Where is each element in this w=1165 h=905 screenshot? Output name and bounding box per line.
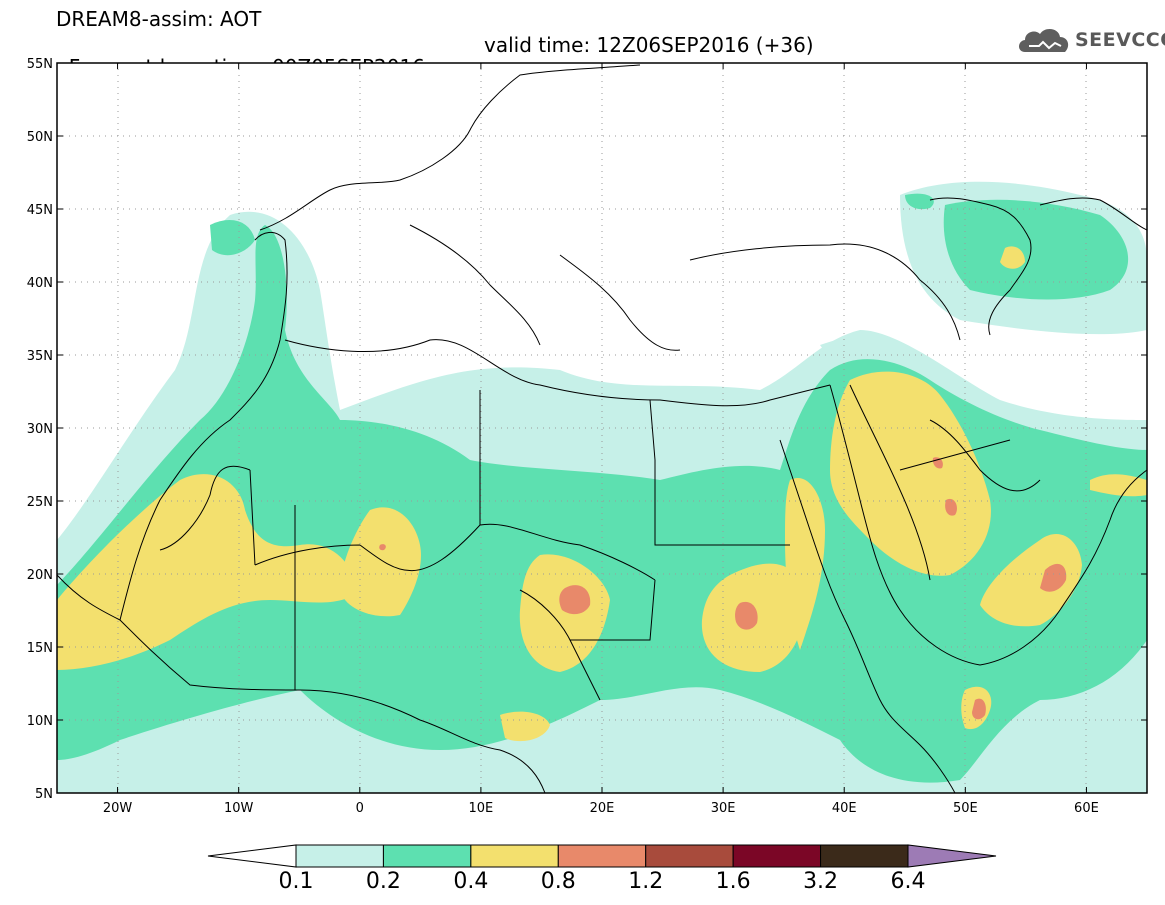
- lon-tick-label: 0: [356, 801, 364, 816]
- colorbar-bin: [295, 844, 384, 868]
- lat-tick-label: 40N: [27, 276, 53, 291]
- colorbar-label: 0.2: [365, 869, 401, 894]
- colorbar-label: 1.6: [715, 869, 751, 894]
- colorbar-label: 0.4: [453, 869, 489, 894]
- lat-tick-label: 5N: [35, 787, 53, 802]
- lat-tick-label: 15N: [27, 641, 53, 656]
- lat-tick-labels: 55N 50N 45N 40N 35N 30N 25N 20N 15N 10N 5N: [27, 57, 53, 802]
- lon-tick-label: 10W: [224, 801, 254, 816]
- axis-ticks: [57, 62, 1147, 794]
- lon-tick-label: 30E: [711, 801, 736, 816]
- lon-tick-labels: 20W 10W 0 10E 20E 30E 40E 50E 60E: [103, 801, 1099, 816]
- colorbar-label: 0.1: [278, 869, 314, 894]
- lon-tick-label: 20W: [103, 801, 133, 816]
- lat-tick-label: 35N: [27, 349, 53, 364]
- lat-tick-label: 10N: [27, 714, 53, 729]
- aot-level-0-8: [379, 457, 1067, 720]
- colorbar-bin: [557, 844, 647, 868]
- aot-level-0-2: [57, 193, 1147, 783]
- colorbar-label: 6.4: [890, 869, 926, 894]
- colorbar-bin: [732, 844, 822, 868]
- colorbar-label: 3.2: [803, 869, 839, 894]
- colorbar-bin: [820, 844, 909, 868]
- lat-tick-label: 45N: [27, 203, 53, 218]
- colorbar-bin: [645, 844, 734, 868]
- lon-tick-label: 20E: [590, 801, 615, 816]
- lon-tick-label: 10E: [469, 801, 494, 816]
- lat-tick-label: 55N: [27, 57, 53, 72]
- colorbar-bin: [470, 844, 559, 868]
- cloud-logo-icon: [1019, 28, 1069, 52]
- aot-fields: [57, 181, 1147, 793]
- colorbar-bin: [382, 844, 472, 868]
- colorbar-over-triangle: [907, 844, 997, 868]
- lat-tick-label: 50N: [27, 130, 53, 145]
- lat-tick-label: 20N: [27, 568, 53, 583]
- colorbar-label: 0.8: [540, 869, 576, 894]
- logo-text: SEEVCCC: [1075, 29, 1165, 51]
- colorbar-under-triangle: [207, 844, 297, 868]
- coastlines-borders: [57, 64, 1147, 793]
- colorbar: [207, 844, 997, 868]
- lon-tick-label: 50E: [953, 801, 978, 816]
- aot-level-0-4: [57, 246, 1147, 742]
- title-variable: DREAM8-assim: AOT: [56, 7, 262, 31]
- colorbar-label: 1.2: [628, 869, 664, 894]
- lon-tick-label: 40E: [832, 801, 857, 816]
- valid-time: valid time: 12Z06SEP2016 (+36): [484, 33, 814, 57]
- seevccc-logo: SEEVCCC: [1015, 24, 1165, 58]
- lat-tick-label: 30N: [27, 422, 53, 437]
- lat-tick-label: 25N: [27, 495, 53, 510]
- lon-tick-label: 60E: [1074, 801, 1099, 816]
